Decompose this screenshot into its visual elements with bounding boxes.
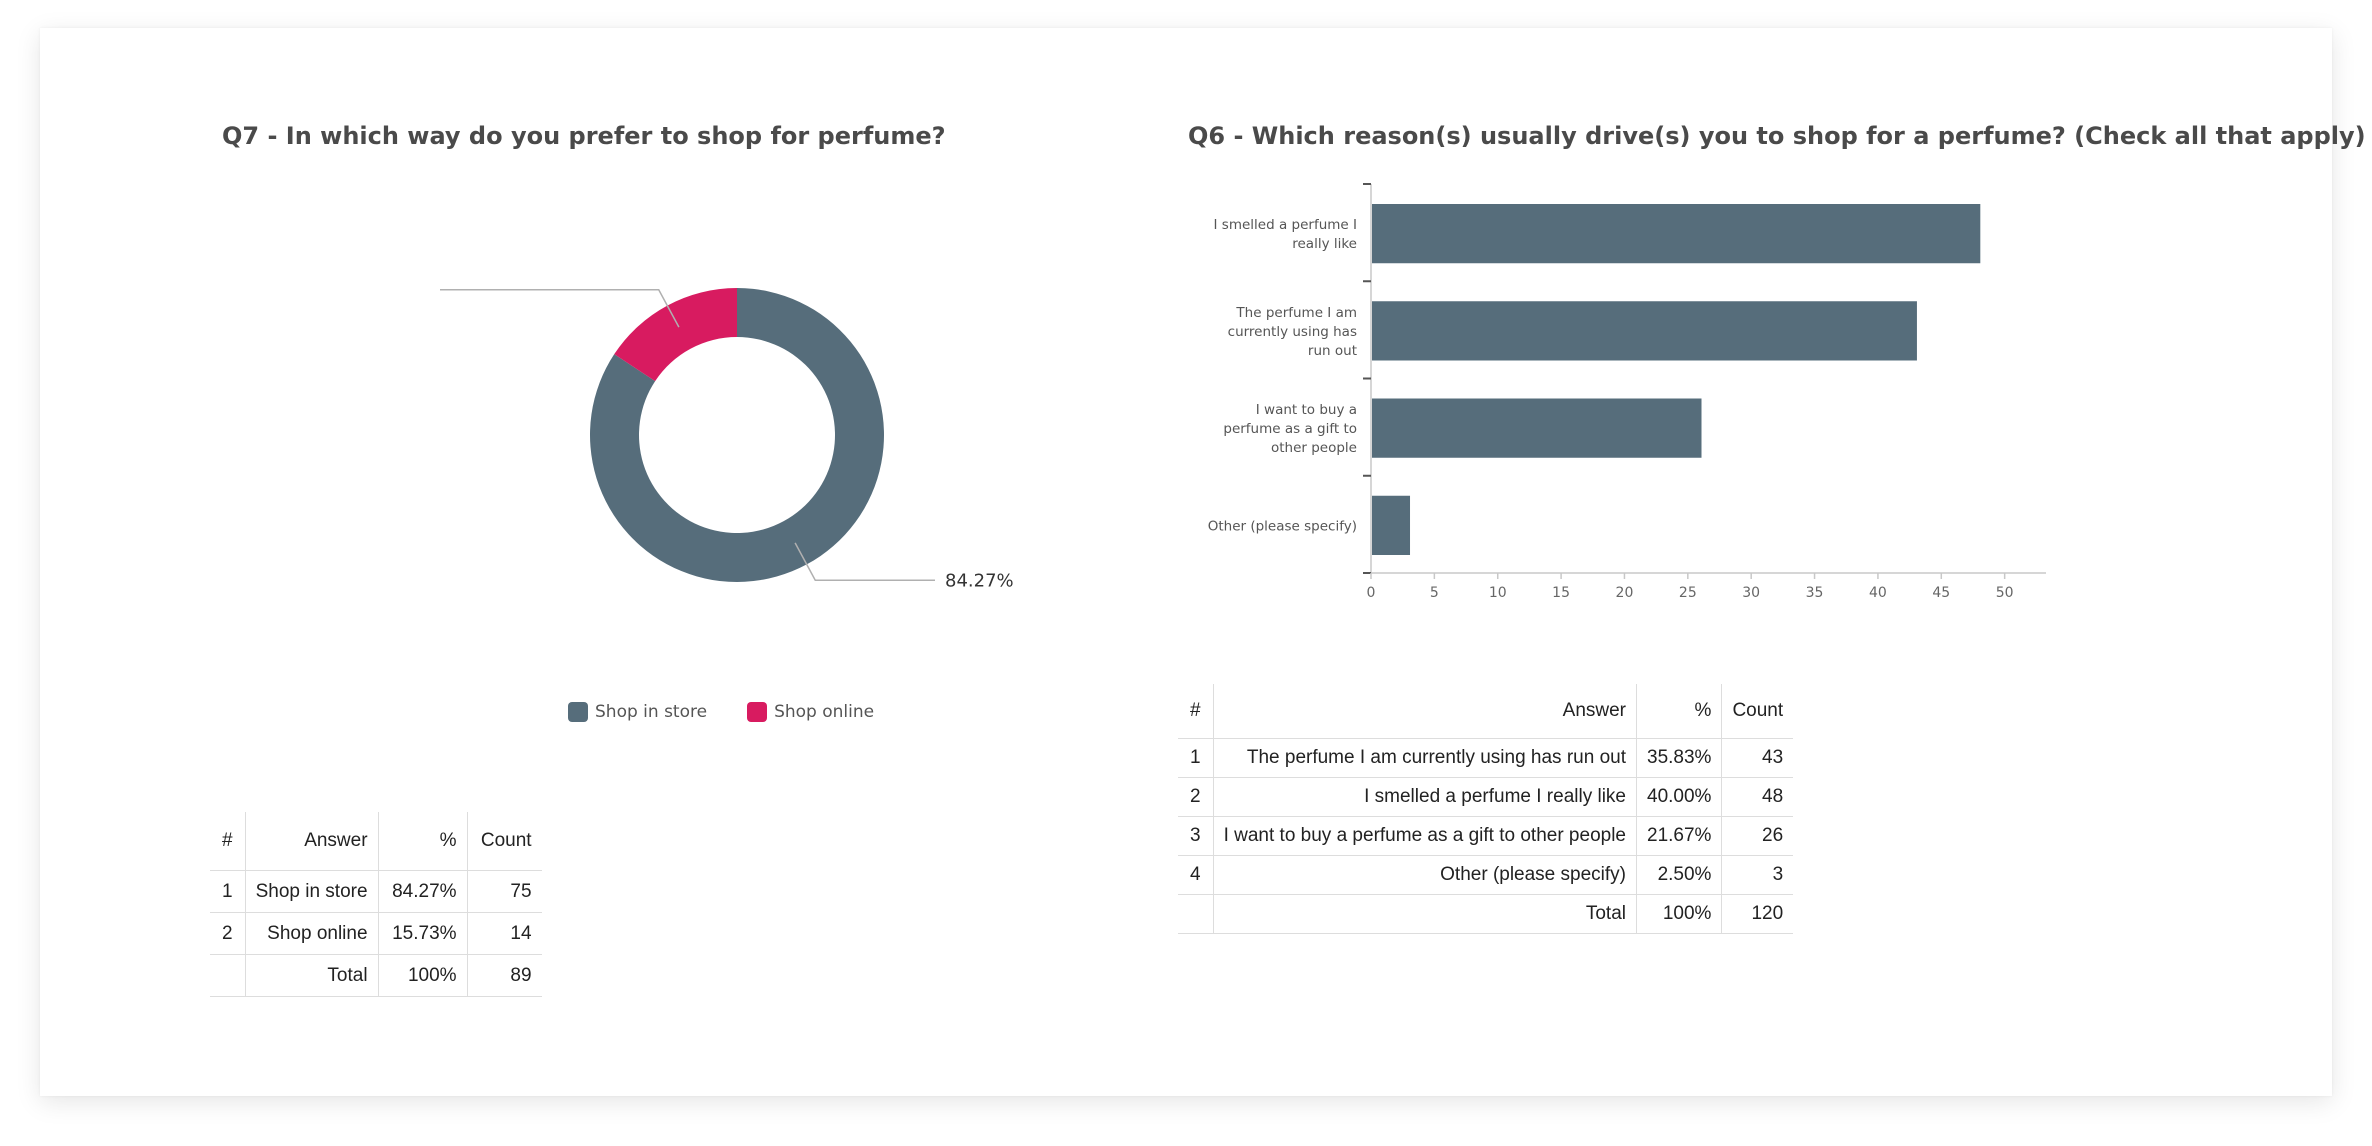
x-tick-label: 35 xyxy=(1806,585,1824,601)
q6-data-table: # Answer % Count 1 The perfume I am curr… xyxy=(1178,684,1794,934)
table-header-row: # Answer % Count xyxy=(1178,684,1794,739)
table-row: 2 I smelled a perfume I really like 40.0… xyxy=(1178,777,1794,817)
col-header-index: # xyxy=(210,812,246,871)
table-row: 2 Shop online 15.73% 14 xyxy=(210,912,542,955)
bar-1[interactable] xyxy=(1372,204,1981,264)
cell-count: 3 xyxy=(1721,855,1794,895)
table-row: 1 Shop in store 84.27% 75 xyxy=(210,870,542,913)
cell-percent: 84.27% xyxy=(378,870,468,913)
cell-answer: Total xyxy=(245,954,379,997)
table-total-row: Total 100% 120 xyxy=(1178,894,1794,934)
x-tick-label: 30 xyxy=(1742,585,1760,601)
category-label-4: Other (please specify) xyxy=(1208,518,1357,534)
bar-2[interactable] xyxy=(1372,301,1917,361)
cell-percent: 21.67% xyxy=(1636,816,1723,856)
col-header-index: # xyxy=(1178,684,1214,739)
col-header-count: Count xyxy=(467,812,542,871)
x-tick-label: 25 xyxy=(1679,585,1697,601)
cell-answer: Total xyxy=(1213,894,1638,934)
cell-count: 75 xyxy=(467,870,542,913)
cell-index xyxy=(1178,894,1214,934)
table-header-row: # Answer % Count xyxy=(210,812,542,871)
col-header-count: Count xyxy=(1721,684,1794,739)
cell-percent: 2.50% xyxy=(1636,855,1723,895)
q7-donut-chart: 84.27%15.73% xyxy=(440,288,1014,591)
cell-count: 48 xyxy=(1721,777,1794,817)
q6-title: Q6 - Which reason(s) usually drive(s) yo… xyxy=(1188,122,2366,150)
col-header-percent: % xyxy=(378,812,468,871)
cell-index xyxy=(210,954,246,997)
x-tick-label: 15 xyxy=(1552,585,1570,601)
donut-slice-shop-in-store[interactable] xyxy=(590,288,884,582)
table-row: 1 The perfume I am currently using has r… xyxy=(1178,738,1794,778)
x-tick-label: 40 xyxy=(1869,585,1887,601)
cell-answer: I smelled a perfume I really like xyxy=(1213,777,1638,817)
donut-label-shop-in-store: 84.27% xyxy=(945,570,1014,591)
legend-swatch-shop-online xyxy=(747,702,768,722)
table-row: 3 I want to buy a perfume as a gift to o… xyxy=(1178,816,1794,856)
cell-percent: 15.73% xyxy=(378,912,468,955)
bar-4[interactable] xyxy=(1372,495,1411,555)
category-label-3: I want to buy a perfume as a gift to other… xyxy=(1223,402,1357,456)
x-tick-label: 45 xyxy=(1932,585,1950,601)
cell-count: 43 xyxy=(1721,738,1794,778)
q7-legend: Shop in store Shop online xyxy=(568,702,874,722)
cell-index: 1 xyxy=(210,870,246,913)
bar-3[interactable] xyxy=(1372,398,1702,458)
cell-index: 2 xyxy=(1178,777,1214,817)
cell-percent: 100% xyxy=(1636,894,1723,934)
legend-label-shop-in-store: Shop in store xyxy=(595,702,708,722)
x-tick-label: 50 xyxy=(1996,585,2014,601)
cell-answer: The perfume I am currently using has run… xyxy=(1213,738,1638,778)
x-tick-label: 20 xyxy=(1616,585,1634,601)
cell-index: 4 xyxy=(1178,855,1214,895)
legend-item-shop-online[interactable]: Shop online xyxy=(747,702,874,722)
cell-count: 89 xyxy=(467,954,542,997)
cell-index: 1 xyxy=(1178,738,1214,778)
cell-answer: Shop in store xyxy=(245,870,379,913)
x-tick-label: 10 xyxy=(1489,585,1507,601)
cell-count: 26 xyxy=(1721,816,1794,856)
x-tick-label: 5 xyxy=(1430,585,1439,601)
donut-leader-line xyxy=(440,288,680,328)
donut-leader-line xyxy=(794,542,935,582)
cell-count: 120 xyxy=(1721,894,1794,934)
q7-title: Q7 - In which way do you prefer to shop … xyxy=(222,122,946,150)
col-header-answer: Answer xyxy=(1213,684,1638,739)
cell-index: 3 xyxy=(1178,816,1214,856)
cell-count: 14 xyxy=(467,912,542,955)
legend-swatch-shop-in-store xyxy=(568,702,588,722)
cell-percent: 40.00% xyxy=(1636,777,1723,817)
q7-data-table: # Answer % Count 1 Shop in store 84.27% … xyxy=(210,812,542,997)
category-label-2: The perfume I am currently using has run o… xyxy=(1228,305,1357,359)
x-tick-label: 0 xyxy=(1367,585,1376,601)
cell-index: 2 xyxy=(210,912,246,955)
cell-percent: 100% xyxy=(378,954,468,997)
table-row: 4 Other (please specify) 2.50% 3 xyxy=(1178,855,1794,895)
donut-slice-shop-online[interactable] xyxy=(614,288,737,382)
cell-answer: Other (please specify) xyxy=(1213,855,1638,895)
cell-answer: I want to buy a perfume as a gift to oth… xyxy=(1213,816,1638,856)
legend-label-shop-online: Shop online xyxy=(774,702,875,722)
legend-item-shop-in-store[interactable]: Shop in store xyxy=(568,702,707,722)
cell-percent: 35.83% xyxy=(1636,738,1723,778)
cell-answer: Shop online xyxy=(245,912,379,955)
table-total-row: Total 100% 89 xyxy=(210,954,542,997)
col-header-percent: % xyxy=(1636,684,1723,739)
col-header-answer: Answer xyxy=(245,812,379,871)
